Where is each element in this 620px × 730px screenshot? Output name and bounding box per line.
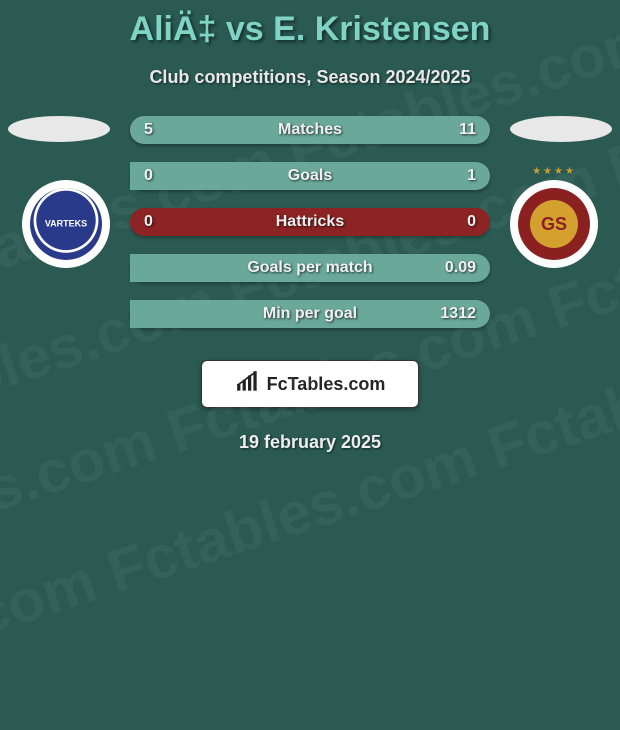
- stat-label: Hattricks: [130, 208, 490, 236]
- stat-label: Min per goal: [130, 300, 490, 328]
- stat-row: Goals per match 0.09: [130, 254, 490, 282]
- stat-right-value: 1: [467, 162, 476, 190]
- stat-right-value: 1312: [440, 300, 476, 328]
- left-crest-inner: VARTEKS: [30, 188, 102, 260]
- right-flag-oval: [510, 116, 612, 142]
- right-crest-inner: GS: [518, 188, 590, 260]
- left-crest-text: VARTEKS: [45, 220, 87, 229]
- right-team-crest: ★★★★ GS: [510, 180, 598, 268]
- stat-row: 0 Goals 1: [130, 162, 490, 190]
- left-team-crest: VARTEKS: [22, 180, 110, 268]
- stat-label: Goals per match: [130, 254, 490, 282]
- stat-label: Matches: [130, 116, 490, 144]
- stat-right-value: 11: [459, 116, 476, 144]
- subtitle: Club competitions, Season 2024/2025: [0, 67, 620, 88]
- left-flag-oval: [8, 116, 110, 142]
- stat-rows: 5 Matches 11 0 Goals 1 0 Hattricks 0 Goa…: [130, 116, 490, 346]
- right-crest-stars: ★★★★: [532, 166, 576, 177]
- stat-label: Goals: [130, 162, 490, 190]
- right-crest-text: GS: [530, 200, 578, 248]
- stat-right-value: 0: [467, 208, 476, 236]
- date-text: 19 february 2025: [0, 432, 620, 453]
- stat-row: Min per goal 1312: [130, 300, 490, 328]
- badge-text: FcTables.com: [267, 374, 386, 395]
- stat-row: 0 Hattricks 0: [130, 208, 490, 236]
- comparison-arena: VARTEKS ★★★★ GS 5 Matches 11 0 Goals 1 0…: [0, 116, 620, 346]
- source-badge: FcTables.com: [201, 360, 419, 408]
- stat-right-value: 0.09: [445, 254, 476, 282]
- barchart-icon: [235, 371, 261, 398]
- stat-row: 5 Matches 11: [130, 116, 490, 144]
- page-title: AliÄ‡ vs E. Kristensen: [0, 0, 620, 49]
